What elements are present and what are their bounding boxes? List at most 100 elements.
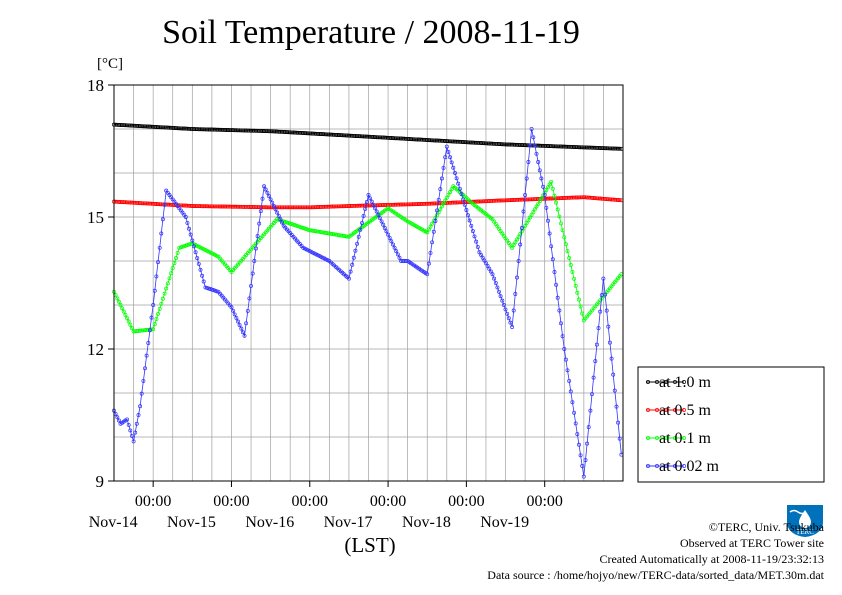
data-point (461, 197, 466, 202)
data-point (257, 221, 262, 226)
data-point (156, 311, 160, 316)
x-tick-date: Nov-19 (480, 514, 529, 531)
data-point (567, 256, 572, 260)
data-point (467, 218, 472, 223)
data-point (508, 320, 513, 325)
data-point (550, 186, 555, 191)
data-point (580, 464, 585, 468)
data-point (280, 220, 284, 225)
data-point (364, 200, 369, 204)
data-point (426, 261, 431, 266)
data-point (573, 283, 578, 288)
site-text: Observed at TERC Tower site (679, 536, 824, 550)
data-point (273, 207, 278, 212)
data-point (443, 198, 448, 203)
data-point (518, 232, 523, 236)
legend-marker (673, 408, 677, 412)
legend-marker (682, 436, 686, 440)
data-point (501, 303, 506, 307)
legend-marker (655, 380, 659, 384)
data-point (361, 213, 366, 218)
data-point (562, 235, 567, 240)
data-point (435, 208, 439, 213)
data-point (562, 347, 567, 351)
data-point (268, 197, 273, 202)
data-point (133, 430, 138, 435)
data-point (195, 256, 200, 261)
data-point (379, 219, 384, 224)
data-point (495, 285, 500, 290)
x-tick-time: 00:00 (213, 493, 249, 510)
data-point (160, 217, 165, 222)
data-point (546, 218, 550, 223)
data-point (430, 221, 435, 226)
data-point (536, 160, 541, 164)
data-point (475, 244, 480, 249)
data-point (532, 207, 537, 212)
data-point (596, 326, 601, 331)
data-point (588, 408, 593, 413)
data-point (444, 144, 449, 149)
data-point (152, 288, 157, 293)
data-point (474, 239, 479, 244)
data-point (234, 315, 239, 320)
data-point (480, 255, 485, 260)
data-point (583, 458, 588, 463)
data-point (565, 249, 570, 254)
data-point (252, 259, 257, 263)
series-line (113, 128, 622, 477)
data-point (469, 223, 474, 228)
data-point (118, 303, 123, 307)
data-point (190, 238, 195, 243)
x-tick-time: 00:00 (292, 493, 328, 510)
data-point (348, 269, 353, 274)
data-point (448, 155, 453, 160)
data-point (387, 235, 392, 240)
x-tick-time: 00:00 (135, 493, 171, 510)
data-point (237, 323, 242, 328)
data-point (188, 232, 193, 237)
data-point (265, 190, 270, 195)
data-point (156, 260, 160, 265)
data-point (516, 234, 521, 239)
data-point (505, 311, 510, 316)
data-point (438, 187, 443, 192)
data-point (425, 230, 430, 235)
data-point (457, 186, 462, 191)
data-point (249, 283, 253, 288)
data-point (143, 366, 147, 371)
data-point (559, 321, 563, 326)
legend-marker (682, 464, 686, 468)
data-point (247, 296, 252, 301)
data-point (513, 240, 518, 245)
legend-marker (646, 380, 650, 384)
data-point (394, 249, 399, 254)
data-point (526, 160, 531, 164)
data-point (497, 289, 501, 294)
data-point (397, 255, 402, 260)
data-point (565, 368, 570, 373)
data-point (126, 319, 131, 324)
data-point (366, 193, 371, 197)
data-point (187, 226, 191, 231)
data-point (441, 201, 446, 206)
data-point (541, 184, 546, 189)
data-point (377, 216, 382, 221)
data-point (193, 250, 198, 255)
data-point (557, 214, 562, 219)
legend-label: at 0.1 m (659, 430, 712, 447)
data-point (267, 194, 271, 199)
legend: at 1.0 m at 0.5 m at 0.1 m at 0.02 m (637, 366, 825, 483)
data-point (160, 296, 165, 301)
data-point (180, 244, 185, 249)
legend-marker (682, 408, 686, 412)
data-point (201, 279, 206, 284)
data-point (301, 226, 306, 230)
copyright-text: ©TERC, Univ. Tsukuba (708, 520, 824, 534)
data-point (594, 342, 599, 347)
data-point (129, 433, 134, 438)
legend-label: at 0.5 m (659, 402, 712, 419)
data-point (443, 155, 448, 160)
data-point (373, 206, 377, 211)
data-point (147, 328, 152, 333)
